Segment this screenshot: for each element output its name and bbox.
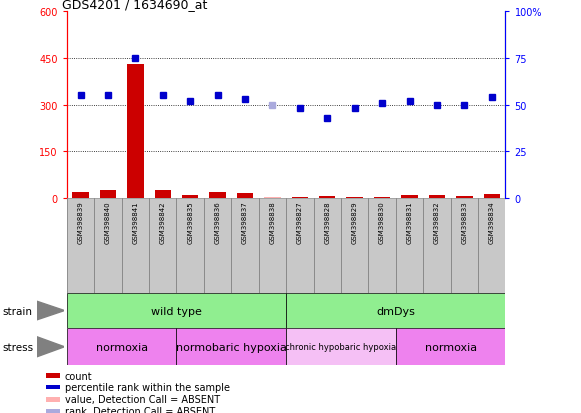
Bar xyxy=(341,198,368,293)
Bar xyxy=(46,397,60,401)
Bar xyxy=(456,197,472,198)
Bar xyxy=(286,328,396,366)
Bar xyxy=(67,293,286,328)
Bar xyxy=(368,198,396,293)
Text: GSM398840: GSM398840 xyxy=(105,201,111,244)
Bar xyxy=(483,195,500,198)
Bar xyxy=(314,198,341,293)
Text: value, Detection Call = ABSENT: value, Detection Call = ABSENT xyxy=(65,394,220,404)
Polygon shape xyxy=(37,337,64,357)
Bar xyxy=(182,196,198,198)
Bar xyxy=(429,196,445,198)
Bar xyxy=(72,192,89,198)
Text: strain: strain xyxy=(3,306,33,316)
Bar xyxy=(94,198,121,293)
Bar xyxy=(396,198,423,293)
Bar xyxy=(46,373,60,378)
Text: count: count xyxy=(65,371,92,381)
Text: GSM398837: GSM398837 xyxy=(242,201,248,244)
Bar xyxy=(286,198,314,293)
Text: normoxia: normoxia xyxy=(96,342,148,352)
Text: GSM398836: GSM398836 xyxy=(214,201,221,244)
Text: GSM398831: GSM398831 xyxy=(407,201,413,244)
Bar xyxy=(177,198,204,293)
Bar xyxy=(401,196,418,198)
Bar xyxy=(67,328,177,366)
Bar xyxy=(319,196,335,198)
Text: GSM398827: GSM398827 xyxy=(297,201,303,244)
Text: percentile rank within the sample: percentile rank within the sample xyxy=(65,382,229,392)
Text: GDS4201 / 1634690_at: GDS4201 / 1634690_at xyxy=(62,0,208,11)
Bar xyxy=(209,192,226,198)
Bar xyxy=(292,197,308,198)
Bar xyxy=(286,293,505,328)
Bar xyxy=(478,198,505,293)
Bar xyxy=(149,198,177,293)
Bar xyxy=(67,198,94,293)
Text: GSM398830: GSM398830 xyxy=(379,201,385,244)
Text: GSM398828: GSM398828 xyxy=(324,201,330,244)
Text: GSM398835: GSM398835 xyxy=(187,201,193,244)
Text: chronic hypobaric hypoxia: chronic hypobaric hypoxia xyxy=(285,342,397,351)
Bar xyxy=(259,198,286,293)
Text: GSM398842: GSM398842 xyxy=(160,201,166,244)
Text: GSM398834: GSM398834 xyxy=(489,201,495,244)
Text: wild type: wild type xyxy=(151,306,202,316)
Bar xyxy=(204,198,231,293)
Text: GSM398839: GSM398839 xyxy=(77,201,84,244)
Bar xyxy=(121,198,149,293)
Text: GSM398833: GSM398833 xyxy=(461,201,467,244)
Text: GSM398841: GSM398841 xyxy=(132,201,138,244)
Bar xyxy=(423,198,451,293)
Text: dmDys: dmDys xyxy=(376,306,415,316)
Bar xyxy=(237,194,253,198)
Text: normobaric hypoxia: normobaric hypoxia xyxy=(176,342,287,352)
Polygon shape xyxy=(37,301,64,320)
Text: GSM398829: GSM398829 xyxy=(352,201,358,244)
Text: stress: stress xyxy=(3,342,34,352)
Bar xyxy=(155,190,171,198)
Bar xyxy=(264,197,281,198)
Bar xyxy=(396,328,505,366)
Bar xyxy=(100,190,116,198)
Bar xyxy=(451,198,478,293)
Text: rank, Detection Call = ABSENT: rank, Detection Call = ABSENT xyxy=(65,406,215,413)
Text: GSM398832: GSM398832 xyxy=(434,201,440,244)
Bar xyxy=(346,197,363,198)
Bar xyxy=(46,385,60,389)
Bar xyxy=(231,198,259,293)
Bar xyxy=(177,328,286,366)
Bar xyxy=(127,65,144,198)
Text: GSM398838: GSM398838 xyxy=(270,201,275,244)
Bar xyxy=(374,197,390,198)
Text: normoxia: normoxia xyxy=(425,342,476,352)
Bar xyxy=(46,409,60,413)
